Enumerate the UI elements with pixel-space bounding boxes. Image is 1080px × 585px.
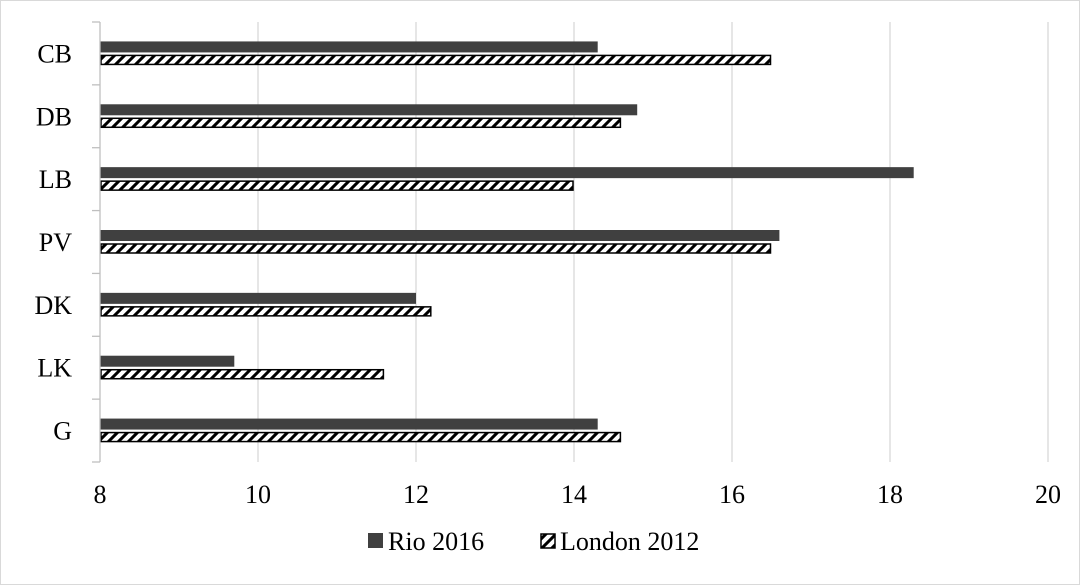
x-tick-label: 18	[877, 480, 903, 509]
bar-london-2012-CB	[100, 54, 772, 66]
bar-rio-2016-DB	[100, 104, 638, 116]
bars	[100, 41, 914, 443]
bar-london-2012-LB	[100, 180, 574, 191]
axes	[92, 21, 101, 463]
legend-swatch-rio	[368, 533, 383, 548]
bar-rio-2016-LK	[100, 355, 235, 367]
bar-london-2012-PV	[100, 243, 772, 254]
legend-swatch-london	[540, 533, 556, 549]
bar-london-2012-DK	[100, 306, 432, 317]
bar-rio-2016-G	[100, 418, 598, 430]
category-label-DB: DB	[36, 102, 72, 131]
bar-london-2012-G	[100, 431, 622, 443]
category-label-PV: PV	[39, 228, 72, 257]
bar-london-2012-LK	[100, 368, 385, 380]
bar-london-2012-DB	[100, 117, 622, 129]
x-tick-label: 8	[94, 480, 107, 509]
legend-label: London 2012	[560, 527, 699, 556]
bar-rio-2016-PV	[100, 230, 780, 241]
x-tick-label: 16	[719, 480, 745, 509]
x-tick-label: 14	[561, 480, 587, 509]
legend: Rio 2016 London 2012	[368, 527, 699, 556]
legend-label: Rio 2016	[388, 527, 484, 556]
category-label-G: G	[53, 417, 72, 446]
category-label-LK: LK	[37, 354, 72, 383]
category-label-CB: CB	[37, 39, 72, 68]
bar-rio-2016-DK	[100, 292, 416, 304]
tick-labels: 8 10 12 14 16 18 20 CB DB LB PV DK LK G	[34, 39, 1061, 509]
x-tick-label: 20	[1035, 480, 1061, 509]
x-tick-label: 12	[403, 480, 429, 509]
bar-rio-2016-LB	[100, 167, 914, 179]
x-tick-label: 10	[245, 480, 271, 509]
gridlines	[257, 22, 1049, 462]
category-label-DK: DK	[34, 291, 72, 320]
category-label-LB: LB	[39, 165, 72, 194]
bar-rio-2016-CB	[100, 41, 598, 53]
